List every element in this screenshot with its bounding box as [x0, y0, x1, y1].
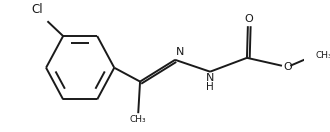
Text: CH₃: CH₃ — [130, 115, 147, 124]
Text: N: N — [176, 47, 184, 57]
Text: CH₃: CH₃ — [315, 51, 330, 60]
Text: O: O — [283, 62, 292, 72]
Text: Cl: Cl — [31, 3, 43, 16]
Text: N: N — [206, 73, 214, 83]
Text: H: H — [206, 82, 214, 92]
Text: O: O — [245, 14, 253, 24]
